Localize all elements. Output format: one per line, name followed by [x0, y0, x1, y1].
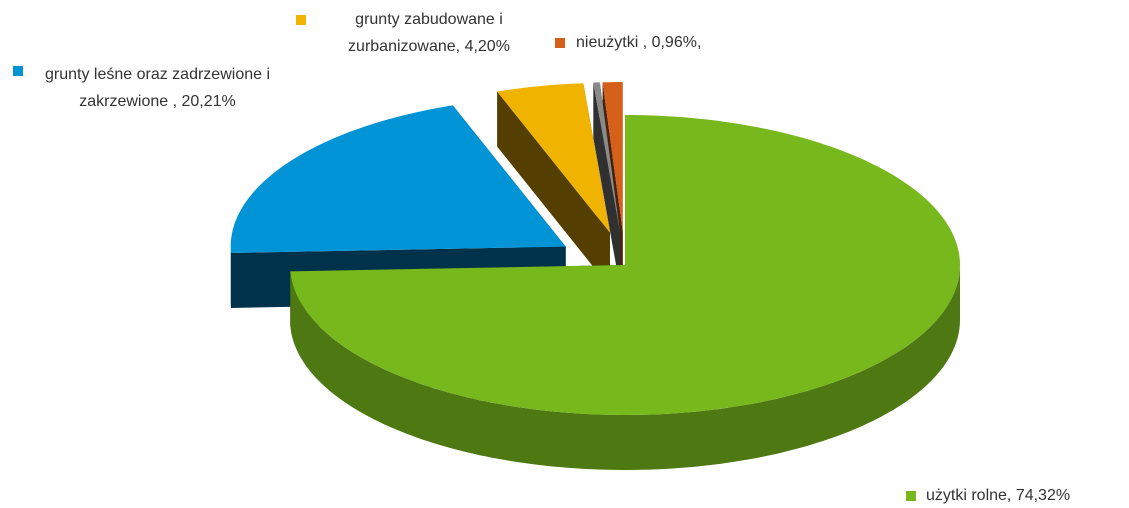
legend-marker [555, 38, 565, 48]
legend-marker [296, 15, 306, 25]
data-label: grunty leśne oraz zadrzewione i zakrzewi… [45, 66, 271, 110]
slice [497, 83, 610, 233]
slice [290, 115, 960, 415]
data-label: nieużytki , 0,96%, [576, 34, 702, 51]
slice [593, 82, 620, 233]
slice-side [290, 265, 960, 470]
legend-marker [13, 66, 23, 76]
slice [230, 105, 566, 254]
data-label: grunty zabudowane i zurbanizowane, 4,20% [348, 11, 510, 55]
legend-marker [906, 491, 916, 501]
slice-side [497, 91, 610, 288]
data-label: użytki rolne, 74,32% [926, 487, 1071, 504]
slice [602, 82, 623, 232]
